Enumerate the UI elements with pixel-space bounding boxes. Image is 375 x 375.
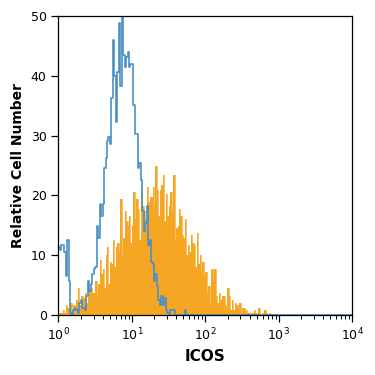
X-axis label: ICOS: ICOS	[185, 349, 226, 364]
Y-axis label: Relative Cell Number: Relative Cell Number	[11, 83, 25, 248]
